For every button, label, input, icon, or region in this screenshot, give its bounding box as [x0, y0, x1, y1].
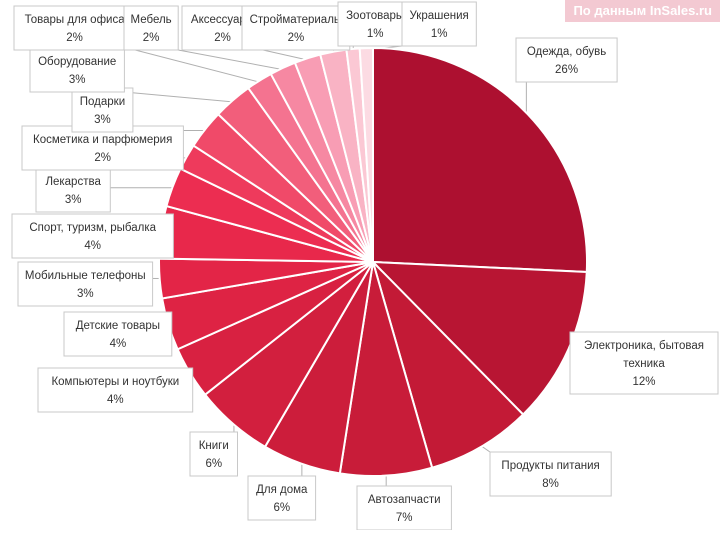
- slice-name-label: Электроника, бытовая: [584, 340, 704, 352]
- slice-label: Товары для офиса 2%: [13, 5, 136, 51]
- leader-line: [178, 49, 284, 71]
- slice-label: Мебель 2%: [123, 5, 179, 51]
- pie-slice: [372, 46, 588, 274]
- source-note: По данным InSales.ru: [565, 0, 720, 22]
- slice-label: Подарки 3%: [71, 87, 134, 133]
- pie-slice: [358, 46, 374, 263]
- slice-label: Косметика и парфюмерия 2%: [21, 125, 184, 171]
- slice-value-label: 8%: [542, 478, 559, 490]
- slice-name-label: Косметика и парфюмерия: [33, 134, 172, 146]
- label-box: [17, 261, 154, 307]
- label-box: [71, 87, 134, 133]
- slice-name-label: Оборудование: [38, 56, 116, 68]
- slice-value-label: 4%: [107, 394, 124, 406]
- slice-name-label: Спорт, туризм, рыбалка: [29, 222, 156, 234]
- slice-label: Зоотовары 1%: [337, 1, 413, 47]
- slice-label: Одежда, обувь 26%: [515, 37, 618, 83]
- slice-value-label: 3%: [69, 74, 86, 86]
- pie-slice: [370, 260, 588, 416]
- slice-label: Детские товары 4%: [63, 311, 173, 357]
- label-box: [21, 125, 184, 171]
- slice-label: Стройматериалы 2%: [241, 5, 351, 51]
- slice-value-label: 7%: [396, 512, 413, 524]
- slice-value-label: 3%: [77, 288, 94, 300]
- slice-name-label: Украшения: [410, 10, 469, 22]
- label-box: [63, 311, 173, 357]
- label-box: [37, 367, 194, 413]
- slice-value-label: 2%: [66, 32, 83, 44]
- slice-value-label: 1%: [367, 28, 384, 40]
- slice-label: Автозапчасти 7%: [356, 485, 452, 531]
- slice-label: Оборудование 3%: [29, 47, 125, 93]
- slice-label: Продукты питания 8%: [489, 451, 612, 497]
- slice-label: Компьютеры и ноутбуки 4%: [37, 367, 194, 413]
- slice-value-label: 4%: [84, 240, 101, 252]
- slice-label: Украшения 1%: [401, 1, 477, 47]
- slice-name-label: Автозапчасти: [368, 494, 441, 506]
- slice-name-label: Стройматериалы: [250, 14, 343, 26]
- slice-name-label: Книги: [199, 440, 229, 452]
- slice-value-label: 2%: [288, 32, 305, 44]
- label-box: [11, 213, 174, 259]
- label-box: [29, 47, 125, 93]
- slice-name-label: техника: [623, 358, 665, 370]
- slice-value-label: 12%: [632, 376, 655, 388]
- slice-value-label: 2%: [143, 32, 160, 44]
- slice-name-label: Аксессуары: [191, 14, 254, 26]
- slice-value-label: 2%: [94, 152, 111, 164]
- label-box: [123, 5, 179, 51]
- slice-label: Лекарства 3%: [35, 167, 111, 213]
- slice-value-label: 2%: [214, 32, 231, 44]
- slice-value-label: 1%: [431, 28, 448, 40]
- slice-name-label: Для дома: [256, 484, 308, 496]
- slice-name-label: Продукты питания: [501, 460, 599, 472]
- slice-value-label: 4%: [110, 338, 127, 350]
- label-box: [247, 475, 317, 521]
- leader-line: [124, 91, 234, 103]
- label-box: [489, 451, 612, 497]
- slice-name-label: Одежда, обувь: [527, 46, 606, 58]
- slice-name-label: Зоотовары: [346, 10, 404, 22]
- slice-value-label: 6%: [273, 502, 290, 514]
- label-box: [35, 167, 111, 213]
- slice-label: Книги 6%: [189, 431, 238, 477]
- label-box: [515, 37, 618, 83]
- slice-name-label: Мобильные телефоны: [25, 270, 146, 282]
- slice-name-label: Лекарства: [45, 176, 101, 188]
- leader-line: [262, 49, 309, 61]
- slice-label: Спорт, туризм, рыбалка 4%: [11, 213, 174, 259]
- label-box: [241, 5, 351, 51]
- slice-value-label: 3%: [94, 114, 111, 126]
- slice-name-label: Подарки: [80, 96, 125, 108]
- slice-label: Мобильные телефоны 3%: [17, 261, 154, 307]
- slice-label: Для дома 6%: [247, 475, 317, 521]
- label-box: [189, 431, 238, 477]
- slice-name-label: Компьютеры и ноутбуки: [51, 376, 179, 388]
- pie-slice: [372, 261, 525, 469]
- slice-name-label: Товары для офиса: [25, 14, 126, 26]
- slice-name-label: Детские товары: [76, 320, 160, 332]
- leader-line: [135, 49, 261, 83]
- slice-value-label: 3%: [65, 194, 82, 206]
- label-box: [356, 485, 452, 531]
- label-box: [569, 331, 719, 395]
- label-box: [401, 1, 477, 47]
- label-box: [337, 1, 413, 47]
- slice-value-label: 6%: [205, 458, 222, 470]
- slice-label: Электроника, бытовая техника 12%: [569, 331, 719, 395]
- slice-value-label: 26%: [555, 64, 578, 76]
- slice-name-label: Мебель: [131, 14, 172, 26]
